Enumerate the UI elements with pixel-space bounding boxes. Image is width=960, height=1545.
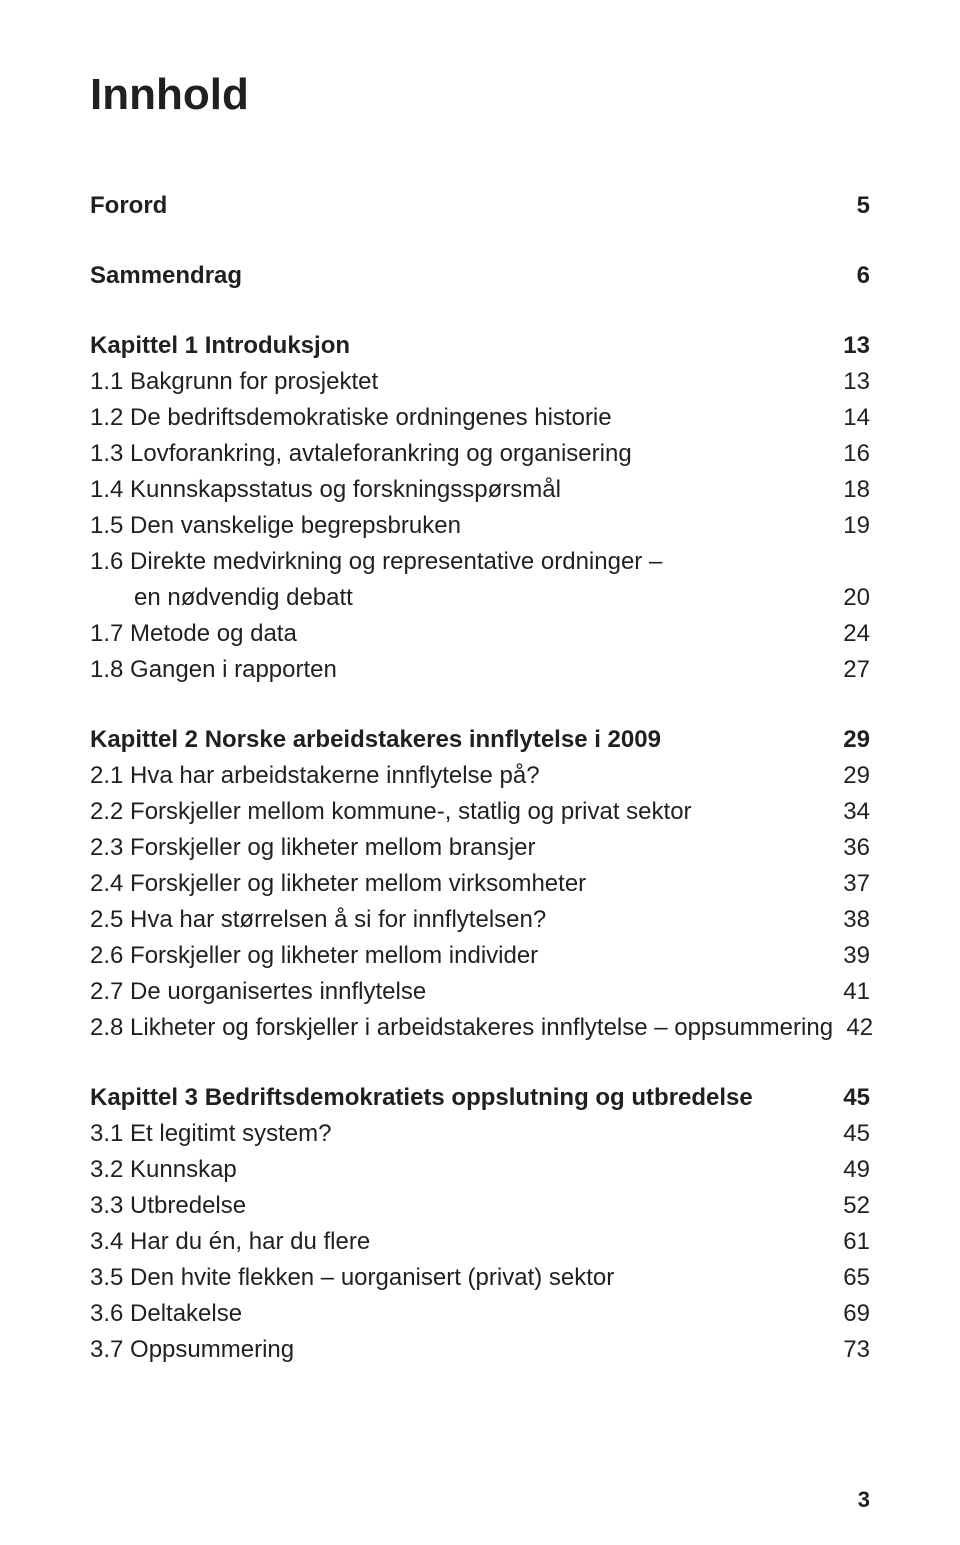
toc-label: 3.3 Utbredelse bbox=[90, 1188, 246, 1224]
toc-entry-line1: 1.6 Direkte medvirkning og representativ… bbox=[90, 544, 870, 580]
toc-entry: 1.2 De bedriftsdemokratiske ordningenes … bbox=[90, 400, 870, 436]
toc-label: 1.4 Kunnskapsstatus og forskningsspørsmå… bbox=[90, 472, 561, 508]
toc-entry: 1.3 Lovforankring, avtaleforankring og o… bbox=[90, 436, 870, 472]
toc-body: Forord 5 Sammendrag 6 Kapittel 1 Introduksjo… bbox=[90, 188, 870, 1368]
toc-page-number: 14 bbox=[834, 400, 870, 436]
toc-page-number: 52 bbox=[834, 1188, 870, 1224]
toc-entry: 1.6 Direkte medvirkning og representativ… bbox=[90, 544, 870, 616]
toc-entry: 2.2 Forskjeller mellom kommune-, statlig… bbox=[90, 794, 870, 830]
toc-label: 3.4 Har du én, har du flere bbox=[90, 1224, 370, 1260]
toc-page-number: 27 bbox=[834, 652, 870, 688]
toc-label: 2.5 Hva har størrelsen å si for innflyte… bbox=[90, 902, 546, 938]
toc-label: 2.7 De uorganisertes innflytelse bbox=[90, 974, 426, 1010]
toc-page-number: 45 bbox=[834, 1080, 870, 1116]
toc-entry: 2.4 Forskjeller og likheter mellom virks… bbox=[90, 866, 870, 902]
toc-section: Forord 5 Sammendrag 6 bbox=[90, 188, 870, 294]
toc-label: 2.8 Likheter og forskjeller i arbeidstak… bbox=[90, 1010, 833, 1046]
toc-entry: 2.8 Likheter og forskjeller i arbeidstak… bbox=[90, 1010, 870, 1046]
toc-page-number: 42 bbox=[837, 1010, 873, 1046]
toc-entry: 3.3 Utbredelse 52 bbox=[90, 1188, 870, 1224]
toc-section: Kapittel 1 Introduksjon131.1 Bakgrunn fo… bbox=[90, 328, 870, 688]
toc-entry: 3.7 Oppsummering 73 bbox=[90, 1332, 870, 1368]
toc-page-number: 65 bbox=[834, 1260, 870, 1296]
toc-label: 3.6 Deltakelse bbox=[90, 1296, 242, 1332]
toc-label: en nødvendig debatt bbox=[134, 580, 353, 616]
toc-chapter-heading: Kapittel 3 Bedriftsdemokratiets oppslutn… bbox=[90, 1080, 870, 1116]
toc-page-number: 5 bbox=[834, 188, 870, 224]
page-number: 3 bbox=[858, 1487, 870, 1513]
toc-entry: Sammendrag 6 bbox=[90, 258, 870, 294]
toc-page-number: 6 bbox=[834, 258, 870, 294]
toc-label: Sammendrag bbox=[90, 258, 242, 294]
toc-label: 1.7 Metode og data bbox=[90, 616, 297, 652]
toc-page-number: 19 bbox=[834, 508, 870, 544]
toc-section: Kapittel 3 Bedriftsdemokratiets oppslutn… bbox=[90, 1080, 870, 1368]
toc-page-number: 73 bbox=[834, 1332, 870, 1368]
toc-page-number: 45 bbox=[834, 1116, 870, 1152]
toc-label: 1.8 Gangen i rapporten bbox=[90, 652, 337, 688]
toc-label: 2.2 Forskjeller mellom kommune-, statlig… bbox=[90, 794, 692, 830]
toc-label: 3.5 Den hvite flekken – uorganisert (pri… bbox=[90, 1260, 614, 1296]
toc-label: Kapittel 3 Bedriftsdemokratiets oppslutn… bbox=[90, 1080, 753, 1116]
toc-entry: 2.6 Forskjeller og likheter mellom indiv… bbox=[90, 938, 870, 974]
toc-page-number: 61 bbox=[834, 1224, 870, 1260]
toc-entry: 3.2 Kunnskap 49 bbox=[90, 1152, 870, 1188]
toc-page-number: 36 bbox=[834, 830, 870, 866]
toc-page-number: 41 bbox=[834, 974, 870, 1010]
toc-label: Forord bbox=[90, 188, 167, 224]
toc-entry: 3.5 Den hvite flekken – uorganisert (pri… bbox=[90, 1260, 870, 1296]
toc-page-number: 49 bbox=[834, 1152, 870, 1188]
toc-page-number: 20 bbox=[834, 580, 870, 616]
page-title: Innhold bbox=[90, 70, 870, 120]
toc-entry: 1.7 Metode og data 24 bbox=[90, 616, 870, 652]
toc-label: Kapittel 2 Norske arbeidstakeres innflyt… bbox=[90, 722, 661, 758]
toc-label: 1.3 Lovforankring, avtaleforankring og o… bbox=[90, 436, 632, 472]
toc-entry: 3.4 Har du én, har du flere 61 bbox=[90, 1224, 870, 1260]
toc-page-number: 34 bbox=[834, 794, 870, 830]
toc-page-number: 38 bbox=[834, 902, 870, 938]
toc-entry: 3.1 Et legitimt system? 45 bbox=[90, 1116, 870, 1152]
toc-page-number: 24 bbox=[834, 616, 870, 652]
toc-label: 1.5 Den vanskelige begrepsbruken bbox=[90, 508, 461, 544]
toc-entry: 2.5 Hva har størrelsen å si for innflyte… bbox=[90, 902, 870, 938]
toc-page-number: 39 bbox=[834, 938, 870, 974]
toc-entry: 2.7 De uorganisertes innflytelse 41 bbox=[90, 974, 870, 1010]
toc-label: 2.6 Forskjeller og likheter mellom indiv… bbox=[90, 938, 538, 974]
toc-page-number: 13 bbox=[834, 328, 870, 364]
toc-chapter-heading: Kapittel 1 Introduksjon 13 bbox=[90, 328, 870, 364]
toc-entry: 3.6 Deltakelse 69 bbox=[90, 1296, 870, 1332]
toc-section: Kapittel 2 Norske arbeidstakeres innflyt… bbox=[90, 722, 870, 1046]
toc-page: Innhold Forord 5 Sammendrag 6 Kapittel 1 Int… bbox=[0, 0, 960, 1545]
toc-entry-line2: en nødvendig debatt 20 bbox=[90, 580, 870, 616]
toc-entry: 1.4 Kunnskapsstatus og forskningsspørsmå… bbox=[90, 472, 870, 508]
toc-label: 2.4 Forskjeller og likheter mellom virks… bbox=[90, 866, 586, 902]
toc-page-number: 29 bbox=[834, 722, 870, 758]
toc-page-number: 29 bbox=[834, 758, 870, 794]
toc-chapter-heading: Kapittel 2 Norske arbeidstakeres innflyt… bbox=[90, 722, 870, 758]
toc-label: Kapittel 1 Introduksjon bbox=[90, 328, 350, 364]
toc-label: 3.1 Et legitimt system? bbox=[90, 1116, 331, 1152]
toc-page-number: 69 bbox=[834, 1296, 870, 1332]
toc-label: 2.1 Hva har arbeidstakerne innflytelse p… bbox=[90, 758, 540, 794]
toc-entry: Forord 5 bbox=[90, 188, 870, 224]
toc-entry: 1.5 Den vanskelige begrepsbruken 19 bbox=[90, 508, 870, 544]
toc-page-number: 16 bbox=[834, 436, 870, 472]
toc-label: 3.2 Kunnskap bbox=[90, 1152, 237, 1188]
toc-page-number: 18 bbox=[834, 472, 870, 508]
toc-label: 1.1 Bakgrunn for prosjektet bbox=[90, 364, 378, 400]
toc-page-number: 37 bbox=[834, 866, 870, 902]
toc-label: 3.7 Oppsummering bbox=[90, 1332, 294, 1368]
toc-label: 1.2 De bedriftsdemokratiske ordningenes … bbox=[90, 400, 612, 436]
toc-entry: 2.1 Hva har arbeidstakerne innflytelse p… bbox=[90, 758, 870, 794]
toc-entry: 1.8 Gangen i rapporten 27 bbox=[90, 652, 870, 688]
toc-entry: 1.1 Bakgrunn for prosjektet 13 bbox=[90, 364, 870, 400]
toc-entry: 2.3 Forskjeller og likheter mellom brans… bbox=[90, 830, 870, 866]
toc-label: 2.3 Forskjeller og likheter mellom brans… bbox=[90, 830, 536, 866]
toc-page-number: 13 bbox=[834, 364, 870, 400]
